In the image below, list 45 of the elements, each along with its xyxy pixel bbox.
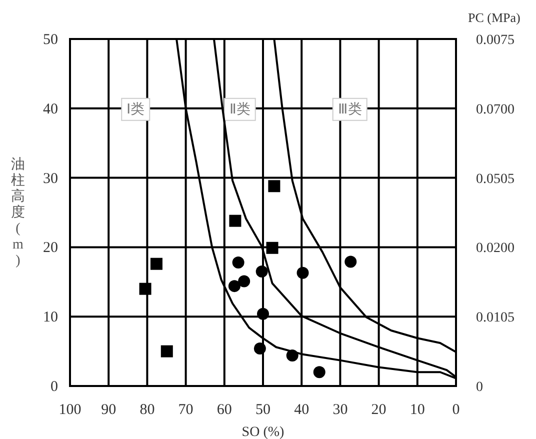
x-tick-label: 60 <box>216 402 232 418</box>
point <box>238 275 250 288</box>
point <box>229 214 242 227</box>
x-tick-label: 50 <box>256 402 270 418</box>
point <box>286 349 298 362</box>
category-label: 0.0505 <box>476 172 514 187</box>
x-tick-label: 30 <box>332 402 348 418</box>
x-tick-label: 20 <box>371 402 386 418</box>
annotation: Ⅲ类 <box>338 101 362 118</box>
y-tick-label: 0 <box>50 379 58 395</box>
y-tick-label: 10 <box>43 310 58 326</box>
point <box>160 345 173 358</box>
x-tick-label: 70 <box>178 402 194 418</box>
x-tick-label: 80 <box>140 402 155 418</box>
point <box>268 180 280 192</box>
point <box>296 266 309 279</box>
category-label: 0 <box>476 380 483 395</box>
point <box>150 258 162 270</box>
category-label: 0.0700 <box>476 102 514 118</box>
y2-axis-title: PC (MPa) <box>468 10 520 25</box>
point <box>139 282 152 295</box>
y-tick-label: 20 <box>43 240 58 256</box>
x-tick-label: 40 <box>294 402 310 418</box>
x-tick-label: 0 <box>452 402 460 418</box>
point <box>254 342 266 355</box>
x-tick-label: 100 <box>58 402 82 418</box>
x-tick-label: 10 <box>410 402 425 418</box>
category-label: 0.0105 <box>476 310 514 326</box>
y-tick-label: 40 <box>43 101 58 118</box>
annotation: Ⅱ类 <box>229 101 250 118</box>
y-tick-label: 50 <box>43 32 58 48</box>
point <box>257 308 269 320</box>
category-label: 0.0200 <box>476 241 514 256</box>
x-axis-title: SO (%) <box>242 425 285 439</box>
point <box>266 242 278 254</box>
y-axis-title: 油柱高度 (m) <box>11 156 25 268</box>
point <box>232 256 244 268</box>
category-label: 0.0075 <box>476 33 514 48</box>
x-tick-label: 90 <box>101 402 116 418</box>
point <box>313 366 326 378</box>
point <box>256 265 268 278</box>
annotation: Ⅰ类 <box>126 101 145 118</box>
point <box>344 256 357 268</box>
point <box>228 280 240 292</box>
y-tick-label: 30 <box>43 170 58 187</box>
